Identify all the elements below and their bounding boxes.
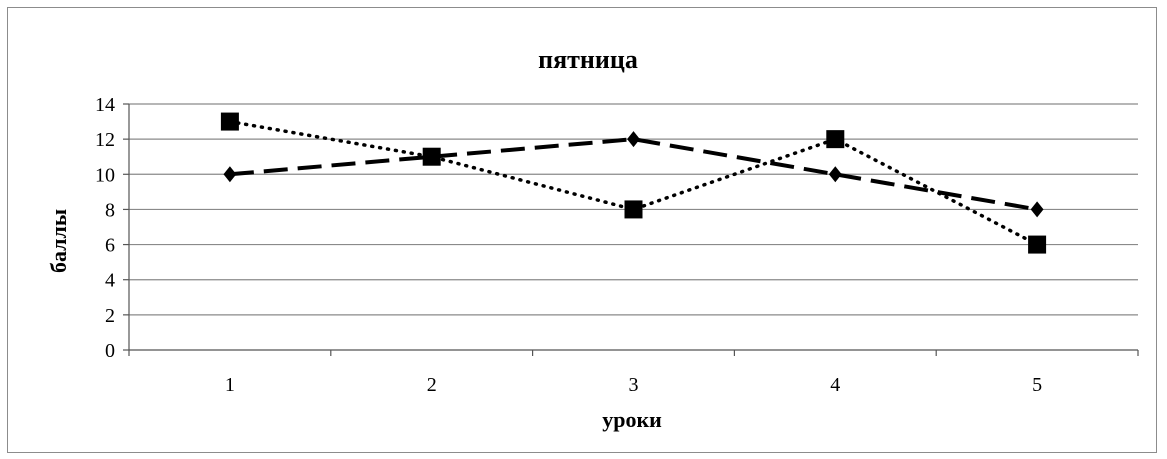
y-tick-label: 10 (95, 164, 115, 186)
series-1-point (624, 200, 643, 219)
y-tick-label: 6 (105, 235, 115, 257)
series-1-point (1028, 235, 1047, 254)
y-tick-label: 8 (105, 199, 115, 221)
x-tick-label: 5 (1032, 374, 1042, 396)
y-tick-label: 12 (95, 129, 115, 151)
series-2-point (1030, 201, 1044, 218)
y-tick-label: 4 (105, 270, 115, 292)
y-axis-label: баллы (46, 209, 71, 273)
series-1-point (826, 130, 845, 149)
y-tick-label: 2 (105, 305, 115, 327)
x-tick-label: 1 (225, 374, 235, 396)
series-2-point (828, 166, 842, 183)
series-2-point (627, 131, 640, 148)
series-1-line (228, 119, 1039, 247)
x-tick-label: 2 (427, 374, 437, 396)
series-layer (220, 112, 1047, 254)
x-tick-label: 4 (830, 374, 840, 396)
x-tick-label: 3 (629, 374, 639, 396)
y-tick-label: 0 (105, 340, 115, 362)
series-1-point (220, 112, 239, 131)
axis-layer (123, 103, 1139, 356)
y-tick-label: 14 (95, 94, 115, 116)
series-2-point (425, 148, 439, 165)
chart-frame: пятница баллы уроки 0 2 4 6 8 10 12 14 1 2 3 4 5 (7, 7, 1157, 453)
series-2-point (223, 166, 237, 183)
chart-title: пятница (538, 45, 638, 74)
x-axis-label: уроки (602, 407, 662, 432)
